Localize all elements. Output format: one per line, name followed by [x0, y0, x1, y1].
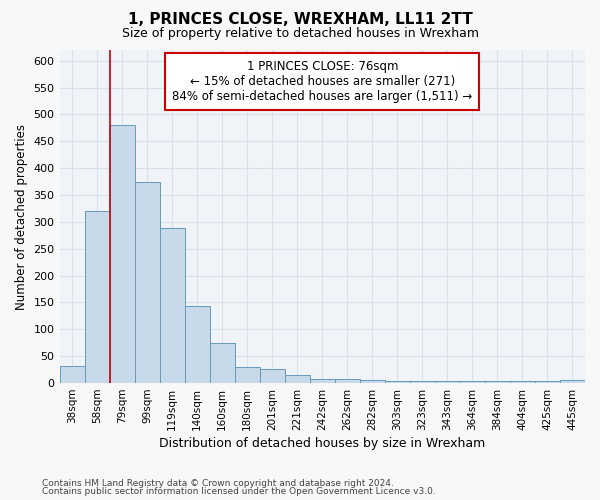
Bar [85, 211, 110, 383]
Text: 1, PRINCES CLOSE, WREXHAM, LL11 2TT: 1, PRINCES CLOSE, WREXHAM, LL11 2TT [128, 12, 472, 28]
Bar [235, 367, 260, 383]
Bar [510, 381, 535, 383]
Bar [410, 381, 435, 383]
Bar [209, 343, 235, 383]
Text: 1 PRINCES CLOSE: 76sqm
← 15% of detached houses are smaller (271)
84% of semi-de: 1 PRINCES CLOSE: 76sqm ← 15% of detached… [172, 60, 472, 103]
X-axis label: Distribution of detached houses by size in Wrexham: Distribution of detached houses by size … [159, 437, 485, 450]
Bar [260, 368, 285, 383]
Text: Contains HM Land Registry data © Crown copyright and database right 2024.: Contains HM Land Registry data © Crown c… [42, 478, 394, 488]
Bar [360, 380, 385, 383]
Bar [535, 381, 560, 383]
Bar [560, 380, 585, 383]
Bar [160, 228, 185, 383]
Bar [310, 379, 335, 383]
Bar [285, 375, 310, 383]
Bar [385, 381, 410, 383]
Bar [134, 182, 160, 383]
Bar [59, 366, 85, 383]
Bar [460, 381, 485, 383]
Text: Contains public sector information licensed under the Open Government Licence v3: Contains public sector information licen… [42, 487, 436, 496]
Bar [435, 381, 460, 383]
Bar [485, 381, 510, 383]
Text: Size of property relative to detached houses in Wrexham: Size of property relative to detached ho… [121, 28, 479, 40]
Bar [335, 379, 360, 383]
Bar [110, 124, 134, 383]
Y-axis label: Number of detached properties: Number of detached properties [15, 124, 28, 310]
Bar [185, 306, 209, 383]
